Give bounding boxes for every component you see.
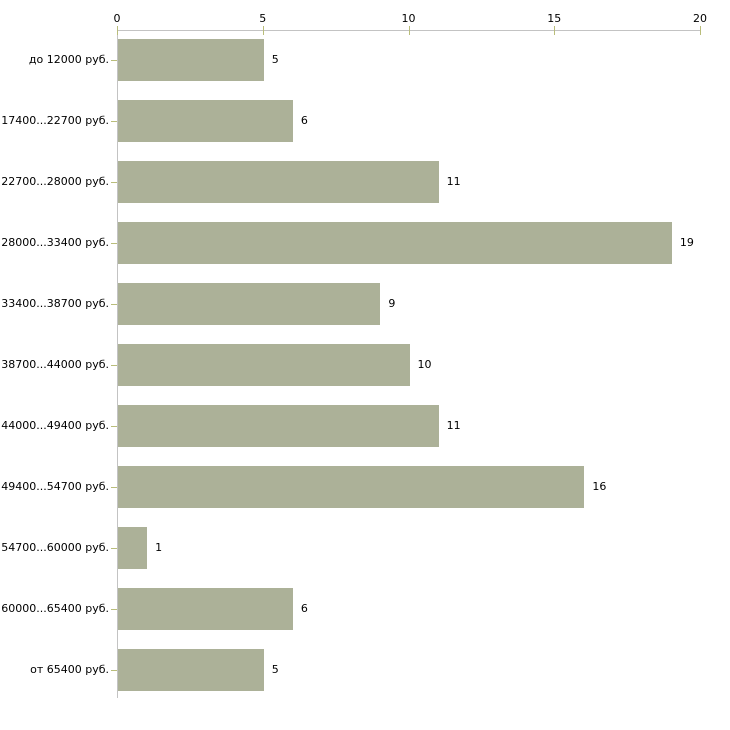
x-tick-mark <box>408 26 410 35</box>
bar <box>118 587 293 630</box>
value-label: 9 <box>388 296 396 310</box>
x-tick-mark <box>262 26 264 35</box>
category-label: 38700...44000 руб. <box>1 357 109 371</box>
value-label: 6 <box>300 113 308 127</box>
category-tick-mark <box>111 120 117 122</box>
value-label: 11 <box>446 418 461 432</box>
value-label: 16 <box>592 479 607 493</box>
category-label: от 65400 руб. <box>30 662 109 676</box>
bar <box>118 526 148 569</box>
category-label: 44000...49400 руб. <box>1 418 109 432</box>
bar <box>118 99 293 142</box>
value-label: 5 <box>271 52 279 66</box>
category-label: 17400...22700 руб. <box>1 113 109 127</box>
value-label: 10 <box>417 357 432 371</box>
value-label: 19 <box>679 235 694 249</box>
category-tick-mark <box>111 303 117 305</box>
category-tick-mark <box>111 59 117 61</box>
value-label: 5 <box>271 662 279 676</box>
category-label: 60000...65400 руб. <box>1 601 109 615</box>
bar <box>118 221 672 264</box>
bar <box>118 648 264 691</box>
category-tick-mark <box>111 486 117 488</box>
x-tick-label: 5 <box>259 12 267 25</box>
x-tick-mark <box>700 26 701 35</box>
x-tick-label: 10 <box>401 12 416 25</box>
category-label: 28000...33400 руб. <box>1 235 109 249</box>
bar <box>118 160 439 203</box>
x-tick-mark <box>554 26 556 35</box>
category-tick-mark <box>111 364 117 366</box>
category-label: 49400...54700 руб. <box>1 479 109 493</box>
category-tick-mark <box>111 669 117 671</box>
category-tick-mark <box>111 608 117 610</box>
category-label: 33400...38700 руб. <box>1 296 109 310</box>
value-label: 1 <box>155 540 163 554</box>
value-label: 6 <box>300 601 308 615</box>
bar <box>118 38 264 81</box>
category-tick-mark <box>111 547 117 549</box>
x-tick-label: 15 <box>547 12 562 25</box>
category-tick-mark <box>111 242 117 244</box>
category-label: 54700...60000 руб. <box>1 540 109 554</box>
x-tick-label: 20 <box>693 12 707 25</box>
bar <box>118 465 585 508</box>
category-tick-mark <box>111 181 117 183</box>
category-label: 22700...28000 руб. <box>1 174 109 188</box>
y-axis-line <box>117 30 118 698</box>
bar <box>118 404 439 447</box>
bar <box>118 343 410 386</box>
category-tick-mark <box>111 425 117 427</box>
x-tick-mark <box>117 26 118 35</box>
bar <box>118 282 381 325</box>
value-label: 11 <box>446 174 461 188</box>
x-tick-label: 0 <box>113 12 121 25</box>
category-label: до 12000 руб. <box>28 52 109 66</box>
